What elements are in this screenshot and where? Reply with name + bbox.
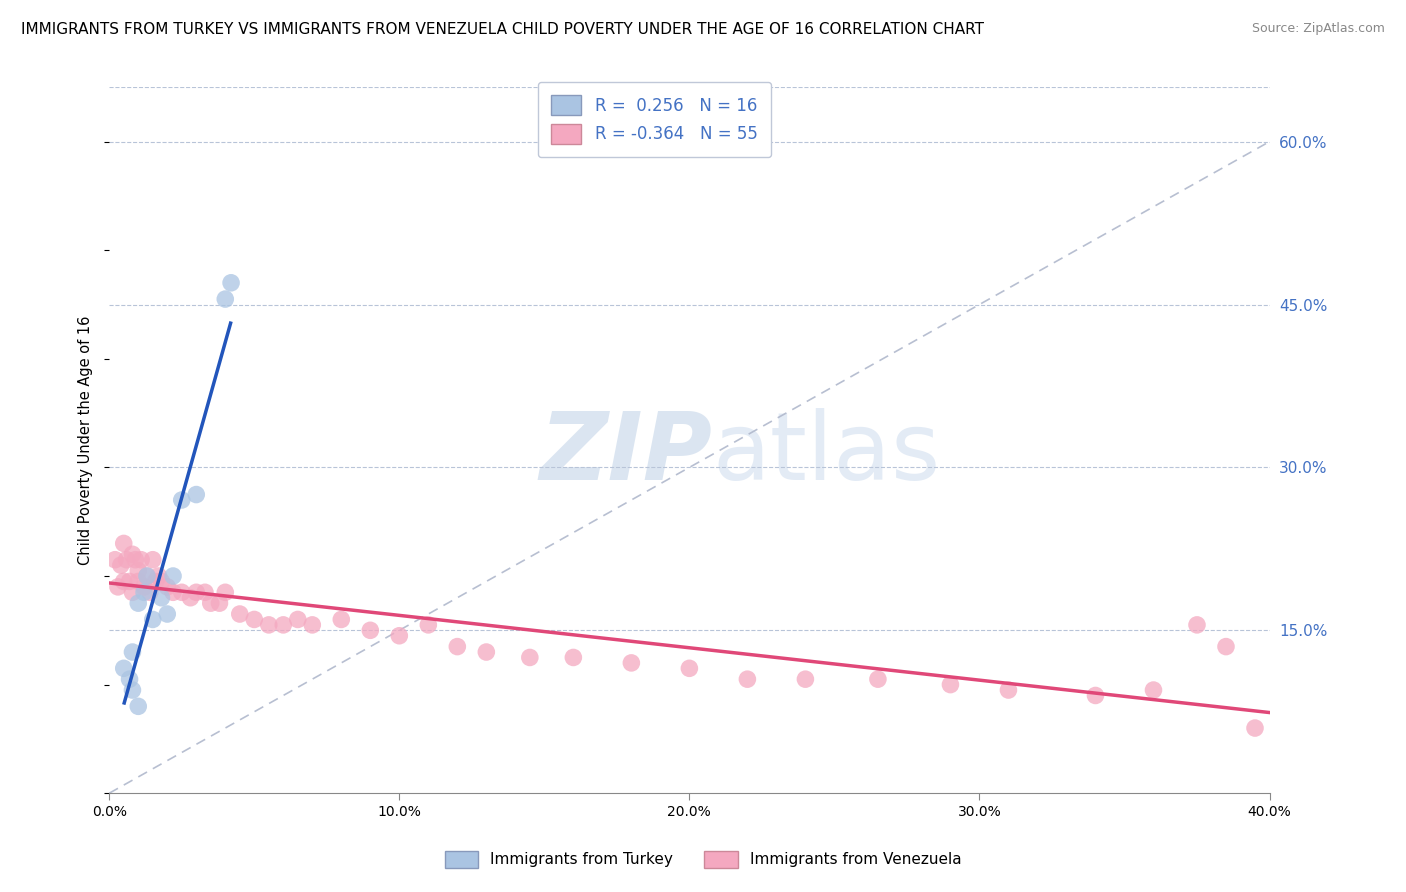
Text: IMMIGRANTS FROM TURKEY VS IMMIGRANTS FROM VENEZUELA CHILD POVERTY UNDER THE AGE : IMMIGRANTS FROM TURKEY VS IMMIGRANTS FRO… bbox=[21, 22, 984, 37]
Point bbox=[156, 607, 179, 621]
Point bbox=[997, 683, 1019, 698]
Point bbox=[145, 574, 167, 589]
Point bbox=[737, 672, 759, 686]
Point bbox=[104, 552, 127, 566]
Point bbox=[186, 585, 208, 599]
Point bbox=[124, 552, 146, 566]
Point bbox=[214, 585, 236, 599]
Point bbox=[519, 650, 541, 665]
Point bbox=[1084, 689, 1107, 703]
Point bbox=[208, 596, 231, 610]
Point bbox=[121, 585, 143, 599]
Point bbox=[127, 699, 149, 714]
Point bbox=[271, 618, 294, 632]
Point bbox=[359, 624, 381, 638]
Point bbox=[156, 580, 179, 594]
Point bbox=[148, 569, 170, 583]
Point bbox=[257, 618, 280, 632]
Point bbox=[939, 678, 962, 692]
Point bbox=[301, 618, 323, 632]
Point bbox=[136, 569, 159, 583]
Point bbox=[136, 569, 159, 583]
Point bbox=[475, 645, 498, 659]
Point bbox=[150, 574, 173, 589]
Point bbox=[200, 596, 222, 610]
Point bbox=[129, 552, 152, 566]
Point bbox=[112, 574, 135, 589]
Point bbox=[620, 656, 643, 670]
Point bbox=[115, 552, 138, 566]
Point bbox=[186, 487, 208, 501]
Point bbox=[1142, 683, 1164, 698]
Y-axis label: Child Poverty Under the Age of 16: Child Poverty Under the Age of 16 bbox=[79, 316, 93, 565]
Point bbox=[446, 640, 468, 654]
Point bbox=[162, 569, 184, 583]
Point bbox=[243, 612, 266, 626]
Legend: Immigrants from Turkey, Immigrants from Venezuela: Immigrants from Turkey, Immigrants from … bbox=[439, 845, 967, 873]
Point bbox=[142, 612, 165, 626]
Point bbox=[330, 612, 353, 626]
Point bbox=[110, 558, 132, 573]
Point bbox=[219, 276, 242, 290]
Text: ZIP: ZIP bbox=[540, 409, 713, 500]
Text: atlas: atlas bbox=[713, 409, 941, 500]
Point bbox=[121, 683, 143, 698]
Legend: R =  0.256   N = 16, R = -0.364   N = 55: R = 0.256 N = 16, R = -0.364 N = 55 bbox=[538, 81, 770, 157]
Point bbox=[127, 596, 149, 610]
Point bbox=[162, 585, 184, 599]
Point bbox=[1185, 618, 1208, 632]
Point bbox=[121, 645, 143, 659]
Point bbox=[388, 629, 411, 643]
Point bbox=[562, 650, 585, 665]
Point bbox=[121, 547, 143, 561]
Point bbox=[118, 672, 141, 686]
Point bbox=[142, 552, 165, 566]
Point bbox=[127, 574, 149, 589]
Point bbox=[678, 661, 700, 675]
Point bbox=[794, 672, 817, 686]
Point bbox=[112, 661, 135, 675]
Point bbox=[118, 574, 141, 589]
Point bbox=[229, 607, 252, 621]
Point bbox=[170, 585, 193, 599]
Point bbox=[287, 612, 309, 626]
Point bbox=[132, 585, 155, 599]
Point bbox=[1215, 640, 1237, 654]
Point bbox=[170, 493, 193, 508]
Point bbox=[139, 585, 162, 599]
Point bbox=[214, 292, 236, 306]
Point bbox=[179, 591, 201, 605]
Point bbox=[1244, 721, 1267, 735]
Point bbox=[132, 580, 155, 594]
Point bbox=[866, 672, 889, 686]
Point bbox=[112, 536, 135, 550]
Point bbox=[107, 580, 129, 594]
Point bbox=[127, 564, 149, 578]
Point bbox=[418, 618, 440, 632]
Text: Source: ZipAtlas.com: Source: ZipAtlas.com bbox=[1251, 22, 1385, 36]
Point bbox=[150, 591, 173, 605]
Point bbox=[194, 585, 217, 599]
